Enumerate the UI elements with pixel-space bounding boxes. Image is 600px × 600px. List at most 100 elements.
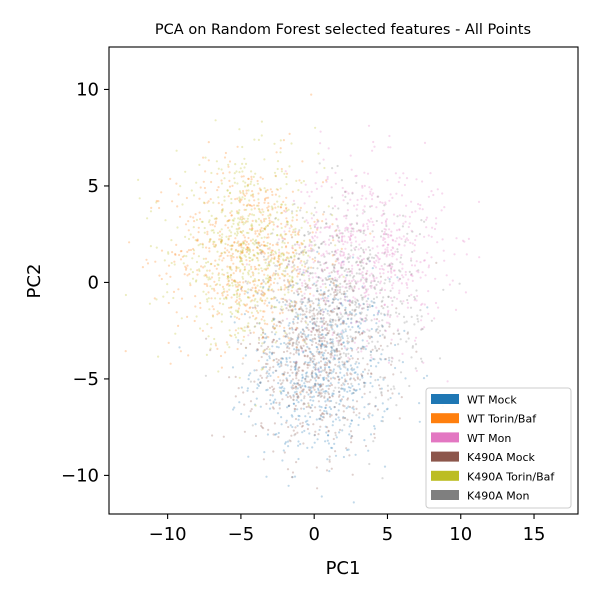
scatter-point (406, 286, 409, 289)
scatter-point (370, 319, 373, 322)
scatter-point (317, 302, 320, 305)
scatter-point (425, 226, 428, 229)
scatter-point (236, 281, 239, 284)
scatter-point (260, 368, 263, 371)
scatter-point (356, 325, 360, 328)
scatter-point (207, 200, 210, 203)
scatter-point (187, 229, 190, 232)
scatter-point (309, 356, 312, 360)
scatter-point (250, 223, 253, 226)
scatter-point (362, 261, 365, 264)
scatter-point (290, 434, 293, 437)
scatter-point (286, 440, 289, 443)
scatter-point (238, 301, 241, 304)
scatter-point (292, 353, 295, 356)
scatter-point (235, 248, 238, 251)
scatter-point (169, 362, 172, 365)
scatter-point (325, 371, 328, 374)
scatter-point (320, 344, 323, 347)
scatter-point (370, 217, 373, 220)
scatter-point (362, 286, 365, 290)
scatter-point (311, 446, 314, 449)
scatter-point (256, 304, 259, 307)
scatter-point (411, 279, 414, 282)
scatter-point (421, 180, 424, 183)
scatter-point (217, 202, 220, 205)
scatter-point (266, 224, 269, 227)
scatter-point (280, 423, 283, 426)
scatter-point (251, 194, 254, 197)
scatter-point (394, 172, 397, 175)
scatter-point (336, 305, 339, 308)
scatter-point (342, 275, 345, 278)
scatter-point (351, 369, 354, 372)
scatter-point (204, 257, 208, 260)
scatter-point (378, 320, 381, 323)
scatter-point (382, 376, 385, 379)
scatter-point (329, 407, 333, 411)
scatter-point (341, 254, 345, 257)
scatter-point (201, 220, 204, 223)
scatter-point (333, 356, 336, 360)
scatter-point (311, 409, 314, 413)
scatter-point (329, 274, 332, 278)
scatter-point (259, 211, 263, 214)
scatter-point (291, 260, 294, 263)
scatter-point (336, 375, 339, 378)
scatter-point (241, 145, 244, 149)
scatter-point (326, 362, 329, 365)
scatter-point (328, 368, 331, 371)
scatter-point (332, 307, 336, 310)
scatter-point (332, 368, 335, 371)
scatter-point (290, 379, 293, 383)
scatter-point (356, 203, 359, 206)
scatter-point (280, 309, 283, 312)
scatter-point (321, 297, 324, 300)
scatter-point (328, 360, 331, 364)
scatter-point (362, 302, 365, 305)
scatter-point (348, 358, 351, 361)
scatter-point (342, 455, 345, 459)
scatter-point (284, 441, 287, 444)
scatter-point (342, 410, 345, 413)
scatter-point (359, 255, 362, 258)
scatter-point (278, 312, 282, 315)
scatter-point (247, 334, 250, 337)
scatter-point (311, 231, 314, 234)
scatter-point (230, 197, 233, 201)
scatter-point (299, 206, 302, 209)
scatter-point (351, 308, 354, 312)
scatter-point (313, 224, 316, 227)
scatter-point (243, 242, 246, 245)
scatter-point (341, 235, 344, 238)
scatter-point (206, 323, 209, 326)
scatter-point (313, 235, 317, 238)
scatter-point (280, 297, 283, 300)
scatter-point (317, 298, 320, 301)
scatter-point (344, 347, 347, 350)
scatter-point (362, 209, 365, 212)
scatter-point (399, 371, 403, 374)
scatter-point (296, 293, 300, 296)
scatter-point (347, 230, 350, 233)
scatter-point (288, 339, 291, 342)
scatter-point (343, 290, 346, 293)
scatter-point (270, 353, 274, 356)
scatter-point (291, 244, 294, 247)
scatter-point (361, 296, 364, 299)
scatter-point (410, 257, 413, 260)
scatter-point (347, 386, 350, 389)
scatter-point (374, 347, 377, 350)
scatter-point (310, 386, 313, 389)
scatter-point (314, 182, 317, 185)
scatter-point (359, 272, 363, 275)
scatter-point (326, 458, 329, 461)
scatter-point (302, 407, 305, 410)
scatter-point (263, 292, 266, 295)
scatter-point (304, 349, 307, 352)
scatter-point (346, 397, 350, 400)
scatter-point (170, 239, 173, 242)
scatter-point (414, 238, 417, 242)
scatter-point (342, 263, 345, 266)
scatter-point (316, 330, 319, 333)
